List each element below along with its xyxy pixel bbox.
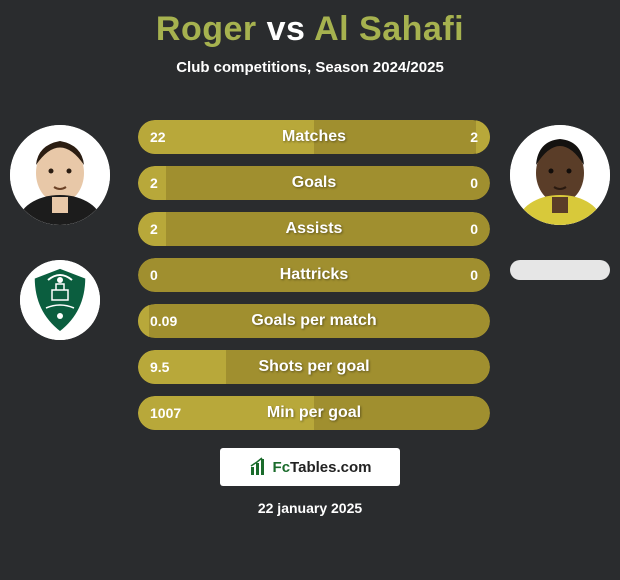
bars-icon xyxy=(249,457,269,477)
stat-value-left: 22 xyxy=(150,120,166,154)
stat-value-left: 0 xyxy=(150,258,158,292)
stat-value-left: 2 xyxy=(150,166,158,200)
stat-row: Goals2 0 xyxy=(138,166,490,200)
stat-label: Matches xyxy=(138,120,490,154)
stat-row: Goals per match0.09 xyxy=(138,304,490,338)
stat-label: Assists xyxy=(138,212,490,246)
player1-club-logo xyxy=(20,260,100,340)
stat-value-left: 0.09 xyxy=(150,304,177,338)
footer-date: 22 january 2025 xyxy=(0,500,620,516)
stat-label: Min per goal xyxy=(138,396,490,430)
stat-label: Hattricks xyxy=(138,258,490,292)
title-vs: vs xyxy=(267,10,306,48)
player2-face-icon xyxy=(510,125,610,225)
brand-prefix: Fc xyxy=(273,459,291,476)
stat-row: Shots per goal9.5 xyxy=(138,350,490,384)
stat-label: Goals per match xyxy=(138,304,490,338)
subtitle: Club competitions, Season 2024/2025 xyxy=(0,59,620,76)
player1-face-icon xyxy=(10,125,110,225)
stat-row: Matches222 xyxy=(138,120,490,154)
stat-value-right: 0 xyxy=(470,166,478,200)
stat-row: Min per goal1007 xyxy=(138,396,490,430)
stat-value-right: 0 xyxy=(470,212,478,246)
stat-value-right: 0 xyxy=(470,258,478,292)
title-player1: Roger xyxy=(156,10,257,48)
stat-value-left: 2 xyxy=(150,212,158,246)
stat-value-left: 9.5 xyxy=(150,350,169,384)
player1-avatar xyxy=(10,125,110,225)
title-player2: Al Sahafi xyxy=(314,10,464,48)
brand-suffix: Tables.com xyxy=(290,459,371,476)
brand-text: FcTables.com xyxy=(273,459,372,476)
stat-label: Goals xyxy=(138,166,490,200)
stat-value-right: 2 xyxy=(470,120,478,154)
player2-club-logo xyxy=(510,260,610,280)
stat-label: Shots per goal xyxy=(138,350,490,384)
player2-avatar xyxy=(510,125,610,225)
comparison-bars: Matches222Goals20Assists20Hattricks00Goa… xyxy=(138,120,490,442)
page-title: Roger vs Al Sahafi xyxy=(0,0,620,49)
stat-value-left: 1007 xyxy=(150,396,181,430)
stat-row: Hattricks0 0 xyxy=(138,258,490,292)
brand-logo: FcTables.com xyxy=(220,448,400,486)
stat-row: Assists2 0 xyxy=(138,212,490,246)
club-shield-icon xyxy=(20,260,100,340)
